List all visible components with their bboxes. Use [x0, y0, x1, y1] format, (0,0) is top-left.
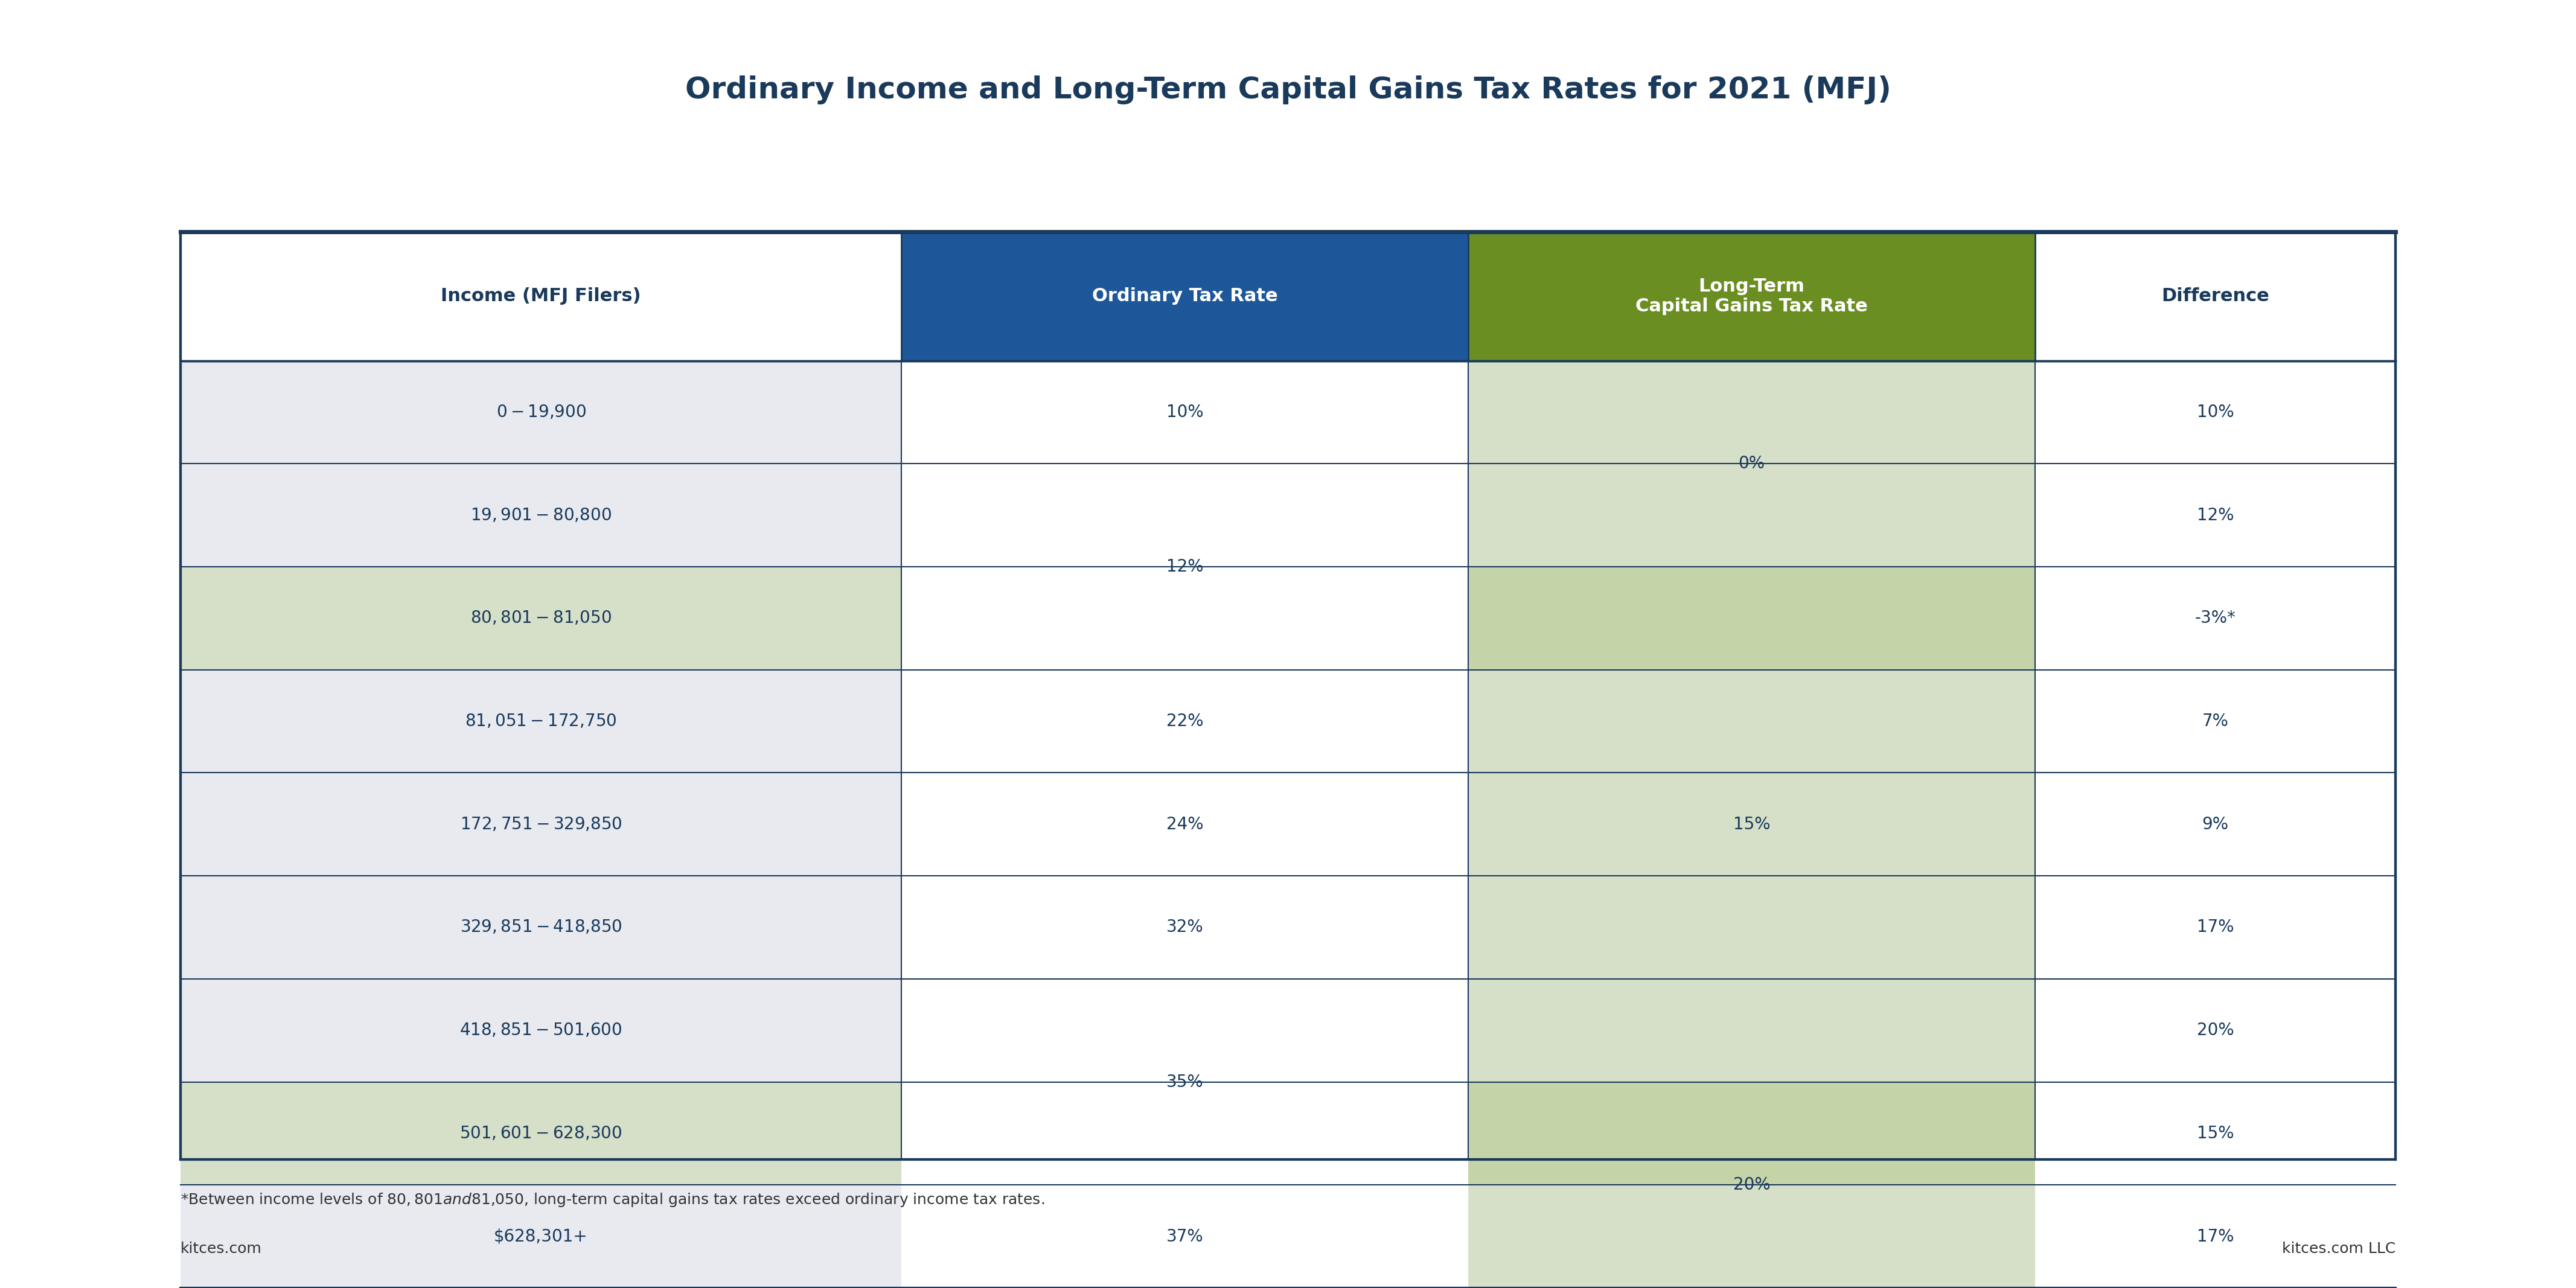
- FancyBboxPatch shape: [902, 361, 1468, 464]
- Text: 20%: 20%: [1734, 1176, 1770, 1194]
- Text: Ordinary Tax Rate: Ordinary Tax Rate: [1092, 287, 1278, 305]
- FancyBboxPatch shape: [2035, 979, 2396, 1082]
- FancyBboxPatch shape: [1468, 670, 2035, 773]
- Text: $80,801 - $81,050: $80,801 - $81,050: [471, 609, 611, 627]
- Text: 9%: 9%: [2202, 815, 2228, 833]
- FancyBboxPatch shape: [2035, 1082, 2396, 1185]
- Text: $501,601 - $628,300: $501,601 - $628,300: [459, 1124, 623, 1142]
- Text: 20%: 20%: [2197, 1021, 2233, 1039]
- Text: $418,851 - $501,600: $418,851 - $501,600: [459, 1021, 623, 1039]
- Text: kitces.com LLC: kitces.com LLC: [2282, 1242, 2396, 1256]
- Text: Long-Term
Capital Gains Tax Rate: Long-Term Capital Gains Tax Rate: [1636, 277, 1868, 316]
- Text: 37%: 37%: [1167, 1227, 1203, 1245]
- FancyBboxPatch shape: [1468, 361, 2035, 464]
- Text: Difference: Difference: [2161, 287, 2269, 305]
- Text: 12%: 12%: [2197, 506, 2233, 524]
- Text: 35%: 35%: [1167, 1073, 1203, 1091]
- FancyBboxPatch shape: [1468, 1185, 2035, 1288]
- FancyBboxPatch shape: [180, 361, 902, 464]
- FancyBboxPatch shape: [1468, 773, 2035, 876]
- FancyBboxPatch shape: [2035, 876, 2396, 979]
- Text: 17%: 17%: [2197, 1227, 2233, 1245]
- Text: 22%: 22%: [1167, 712, 1203, 730]
- FancyBboxPatch shape: [902, 232, 1468, 361]
- FancyBboxPatch shape: [2035, 773, 2396, 876]
- FancyBboxPatch shape: [180, 773, 902, 876]
- Text: 10%: 10%: [1167, 403, 1203, 421]
- FancyBboxPatch shape: [902, 670, 1468, 773]
- Text: $0 - $19,900: $0 - $19,900: [497, 403, 585, 421]
- Text: 7%: 7%: [2202, 712, 2228, 730]
- FancyBboxPatch shape: [902, 1082, 1468, 1185]
- Text: 12%: 12%: [1167, 558, 1203, 576]
- FancyBboxPatch shape: [2035, 361, 2396, 464]
- FancyBboxPatch shape: [180, 876, 902, 979]
- FancyBboxPatch shape: [902, 773, 1468, 876]
- Text: *Between income levels of $80,801 and $81,050, long-term capital gains tax rates: *Between income levels of $80,801 and $8…: [180, 1191, 1043, 1208]
- FancyBboxPatch shape: [180, 1185, 902, 1288]
- FancyBboxPatch shape: [902, 876, 1468, 979]
- FancyBboxPatch shape: [2035, 670, 2396, 773]
- FancyBboxPatch shape: [180, 567, 902, 670]
- Text: 0%: 0%: [1739, 455, 1765, 473]
- Text: 15%: 15%: [2197, 1124, 2233, 1142]
- FancyBboxPatch shape: [180, 979, 902, 1082]
- Text: kitces.com: kitces.com: [180, 1242, 263, 1256]
- Text: Ordinary Income and Long-Term Capital Gains Tax Rates for 2021 (MFJ): Ordinary Income and Long-Term Capital Ga…: [685, 76, 1891, 104]
- FancyBboxPatch shape: [2035, 464, 2396, 567]
- Text: $172,751 - $329,850: $172,751 - $329,850: [461, 815, 621, 833]
- FancyBboxPatch shape: [902, 567, 1468, 670]
- Text: 15%: 15%: [1734, 815, 1770, 833]
- FancyBboxPatch shape: [1468, 464, 2035, 567]
- Text: 17%: 17%: [2197, 918, 2233, 936]
- Text: $628,301+: $628,301+: [495, 1227, 587, 1245]
- FancyBboxPatch shape: [180, 232, 902, 361]
- FancyBboxPatch shape: [1468, 232, 2035, 361]
- FancyBboxPatch shape: [2035, 1185, 2396, 1288]
- Text: $19,901 - $80,800: $19,901 - $80,800: [471, 506, 611, 524]
- FancyBboxPatch shape: [902, 1185, 1468, 1288]
- Text: Income (MFJ Filers): Income (MFJ Filers): [440, 287, 641, 305]
- FancyBboxPatch shape: [1468, 567, 2035, 670]
- FancyBboxPatch shape: [1468, 979, 2035, 1082]
- Text: -3%*: -3%*: [2195, 609, 2236, 627]
- Text: 10%: 10%: [2197, 403, 2233, 421]
- Text: 24%: 24%: [1167, 815, 1203, 833]
- FancyBboxPatch shape: [902, 464, 1468, 567]
- FancyBboxPatch shape: [2035, 567, 2396, 670]
- FancyBboxPatch shape: [1468, 876, 2035, 979]
- Bar: [180, 232, 2396, 1159]
- Text: $81,051 - $172,750: $81,051 - $172,750: [466, 712, 616, 730]
- FancyBboxPatch shape: [1468, 1082, 2035, 1185]
- Text: 32%: 32%: [1167, 918, 1203, 936]
- FancyBboxPatch shape: [902, 979, 1468, 1082]
- FancyBboxPatch shape: [180, 670, 902, 773]
- FancyBboxPatch shape: [180, 1082, 902, 1185]
- FancyBboxPatch shape: [180, 464, 902, 567]
- Text: $329,851 - $418,850: $329,851 - $418,850: [461, 918, 621, 936]
- FancyBboxPatch shape: [2035, 232, 2396, 361]
